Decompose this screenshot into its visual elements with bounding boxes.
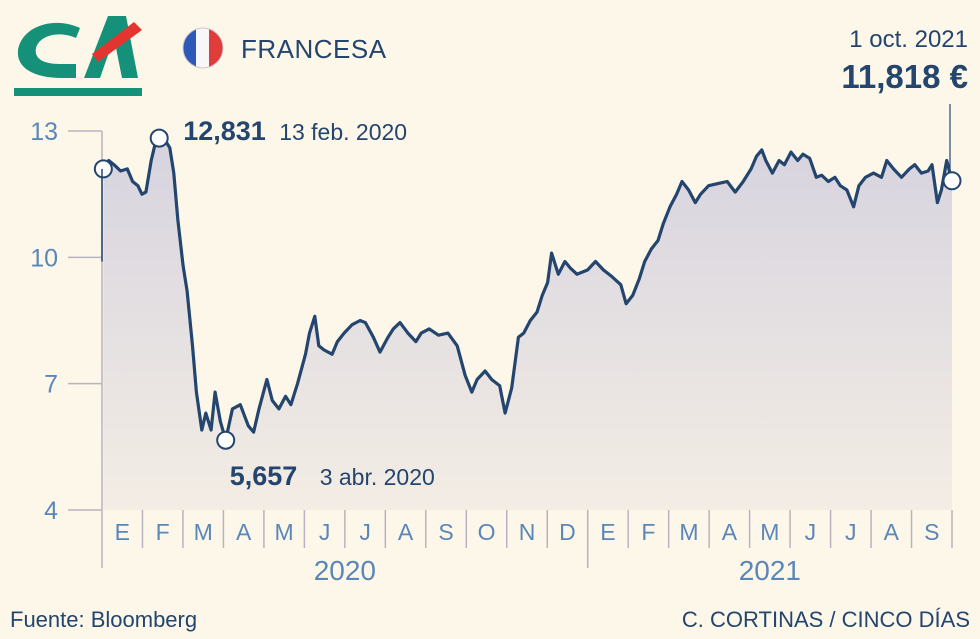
- x-tick-label: O: [478, 519, 496, 545]
- credit-agricole-logo: [14, 16, 142, 96]
- x-tick-label: J: [845, 519, 857, 545]
- y-tick-label: 4: [44, 497, 58, 525]
- x-tick-label: A: [236, 519, 252, 545]
- x-tick-label: J: [319, 519, 331, 545]
- x-tick-label: M: [760, 519, 779, 545]
- x-tick-label: N: [519, 519, 536, 545]
- company-name: FRANCESA: [241, 34, 387, 64]
- year-label: 2020: [314, 555, 376, 586]
- x-tick-label: S: [438, 519, 453, 545]
- x-tick-label: M: [679, 519, 698, 545]
- chart-marks: 12,831 13 feb. 2020 5,657 3 abr. 2020: [93, 104, 962, 491]
- x-tick-label: M: [194, 519, 213, 545]
- y-tick-label: 7: [44, 371, 58, 399]
- x-tick-label: J: [359, 519, 371, 545]
- highlight-point: [149, 128, 169, 148]
- credit-label: C. CORTINAS / CINCO DÍAS: [681, 607, 970, 632]
- x-tick-label: A: [398, 519, 414, 545]
- highlight-point: [216, 430, 236, 450]
- x-tick-label: E: [600, 519, 615, 545]
- highlight-point: [942, 171, 962, 191]
- annotation-date: 3 abr. 2020: [320, 464, 435, 490]
- price-area: [103, 138, 953, 510]
- source-label: Fuente: Bloomberg: [10, 607, 198, 632]
- price-line: [101, 136, 954, 442]
- y-tick-label: 13: [30, 118, 58, 146]
- annotation-value: 5,657: [230, 461, 298, 491]
- last-value: 11,818 €: [841, 58, 968, 95]
- x-tick-label: A: [884, 519, 900, 545]
- x-tick-label: J: [805, 519, 817, 545]
- y-tick-label: 10: [30, 244, 58, 272]
- x-tick-label: E: [115, 519, 130, 545]
- annotation-value: 12,831: [183, 116, 266, 146]
- x-tick-label: F: [156, 519, 170, 545]
- year-label: 2021: [739, 555, 801, 586]
- x-tick-label: D: [559, 519, 576, 545]
- x-tick-label: M: [275, 519, 294, 545]
- highlight-point: [93, 159, 113, 179]
- last-date: 1 oct. 2021: [849, 26, 968, 53]
- x-tick-label: S: [924, 519, 939, 545]
- x-tick-label: A: [722, 519, 738, 545]
- france-flag-icon: [182, 27, 224, 69]
- annotation-date: 13 feb. 2020: [279, 119, 407, 145]
- x-tick-label: F: [641, 519, 655, 545]
